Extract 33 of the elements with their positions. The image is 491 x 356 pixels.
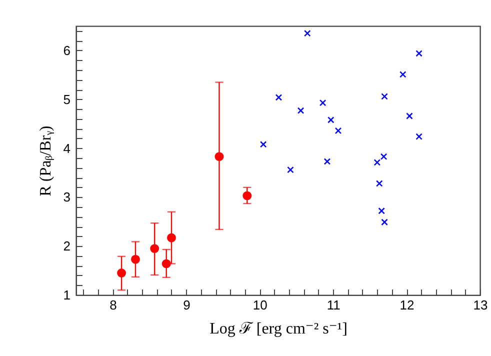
point [381, 218, 388, 226]
y-tick-label: 1 [63, 288, 70, 302]
point [275, 94, 282, 101]
y-tick-label: 5 [63, 92, 70, 107]
x-axis-title: Log ℱ [erg cm⁻² s⁻¹] [210, 320, 348, 338]
x-tick-label: 10 [252, 298, 268, 312]
point [297, 107, 304, 114]
point [381, 93, 388, 100]
x-tick-label: 9 [183, 298, 190, 312]
point [328, 116, 334, 124]
point [324, 158, 331, 165]
point [378, 207, 385, 214]
point [380, 153, 388, 160]
x-tick-label: 8 [110, 298, 117, 312]
point [376, 180, 383, 187]
y-tick-label: 4 [63, 140, 70, 156]
x-tick-label: 13 [473, 298, 488, 312]
point [374, 159, 381, 166]
y-tick-label: 6 [63, 42, 70, 58]
point [287, 166, 294, 174]
point [406, 112, 413, 120]
y-tick-label: 3 [63, 190, 70, 205]
x-tick-label: 12 [400, 298, 414, 312]
point [304, 30, 311, 37]
x-tick-label: 11 [326, 298, 340, 312]
point [399, 71, 406, 78]
point [260, 140, 267, 148]
point [416, 50, 422, 57]
point [416, 133, 422, 140]
point [319, 99, 326, 106]
y-tick-label: 2 [63, 238, 70, 254]
y-axis-title: R (Paᵦ/Brᵧ) [37, 126, 54, 196]
point [334, 127, 342, 134]
